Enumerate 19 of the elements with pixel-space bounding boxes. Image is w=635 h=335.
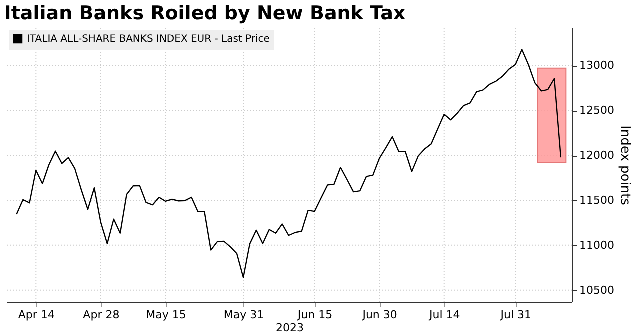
line-series — [16, 49, 562, 278]
x-tick-label: Jul 31 — [500, 308, 532, 322]
y-tick-label: 12500 — [580, 104, 614, 118]
x-tick-label: Jul 14 — [428, 308, 460, 322]
x-tick-label: Apr 14 — [18, 308, 55, 322]
y-tick-label: 11000 — [580, 238, 614, 252]
x-tick-label: Apr 28 — [83, 308, 120, 322]
y-axis-title: Index points — [617, 126, 632, 206]
y-tick-label: 12000 — [580, 149, 614, 162]
x-axis-title: 2023 — [276, 322, 304, 334]
y-tick-label: 13000 — [580, 59, 614, 72]
y-tick-label: 11500 — [580, 194, 614, 207]
x-tick-label: Jun 15 — [296, 308, 333, 322]
x-tick-label: May 15 — [146, 308, 186, 322]
x-tick-label: May 31 — [224, 308, 264, 322]
x-tick-label: Jun 30 — [362, 308, 398, 322]
chart-title: Italian Banks Roiled by New Bank Tax — [4, 2, 406, 24]
legend-label: ITALIA ALL-SHARE BANKS INDEX EUR - Last Price — [27, 34, 270, 45]
y-tick-label: 10500 — [580, 284, 614, 297]
